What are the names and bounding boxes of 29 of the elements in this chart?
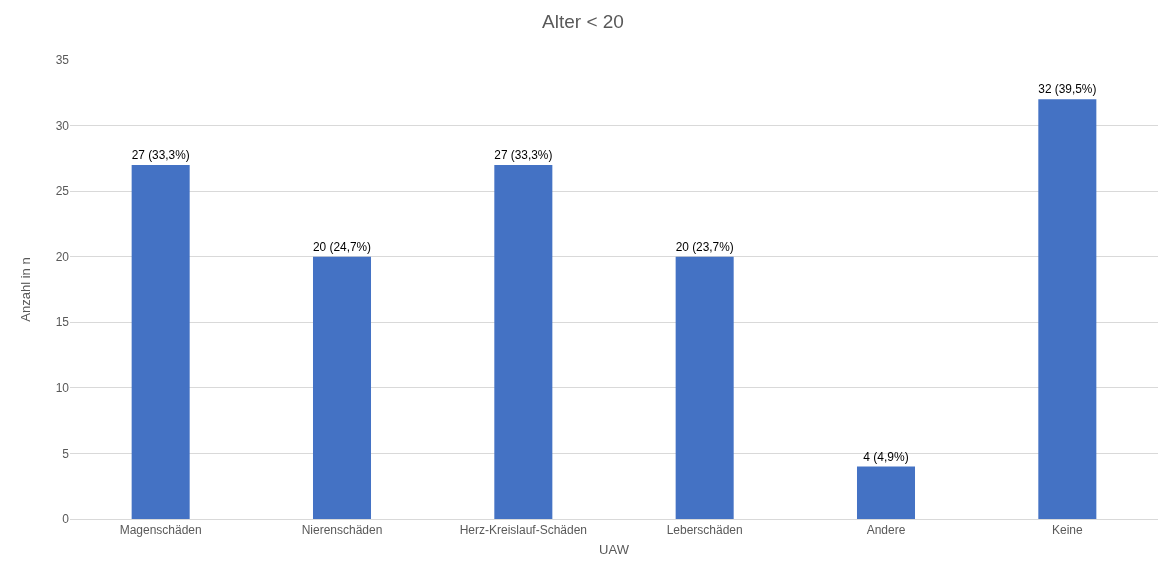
data-label: 27 (33,3%) bbox=[131, 147, 190, 162]
bar bbox=[1038, 99, 1097, 519]
x-tick-label: Herz-Kreislauf-Schäden bbox=[459, 523, 588, 538]
bar bbox=[494, 164, 553, 519]
x-tick-label: Magenschäden bbox=[119, 523, 202, 538]
y-tick-label: 0 bbox=[62, 512, 70, 527]
data-label: 20 (23,7%) bbox=[675, 239, 734, 254]
bar bbox=[675, 256, 734, 519]
y-axis-title: Anzahl in n bbox=[17, 257, 33, 322]
data-label: 32 (39,5%) bbox=[1038, 82, 1097, 97]
bar bbox=[312, 256, 372, 519]
y-tick-label: 5 bbox=[62, 446, 70, 461]
data-label: 20 (24,7%) bbox=[312, 239, 372, 254]
y-tick-label: 15 bbox=[55, 315, 70, 330]
y-tick-label: 30 bbox=[55, 118, 70, 133]
y-tick-label: 35 bbox=[55, 53, 70, 68]
x-tick-label: Andere bbox=[866, 523, 906, 538]
data-label: 4 (4,9%) bbox=[863, 449, 909, 464]
chart-title: Alter < 20 bbox=[542, 10, 624, 32]
y-tick-label: 25 bbox=[55, 184, 70, 199]
bar bbox=[131, 164, 190, 519]
data-label: 27 (33,3%) bbox=[494, 147, 553, 162]
x-tick-label: Nierenschäden bbox=[301, 523, 383, 538]
bar bbox=[856, 466, 916, 519]
x-axis-title: UAW bbox=[599, 542, 630, 557]
x-tick-label: Leberschäden bbox=[666, 523, 743, 538]
y-tick-label: 20 bbox=[55, 249, 70, 264]
y-tick-label: 10 bbox=[55, 381, 70, 396]
x-tick-label: Keine bbox=[1051, 523, 1083, 538]
